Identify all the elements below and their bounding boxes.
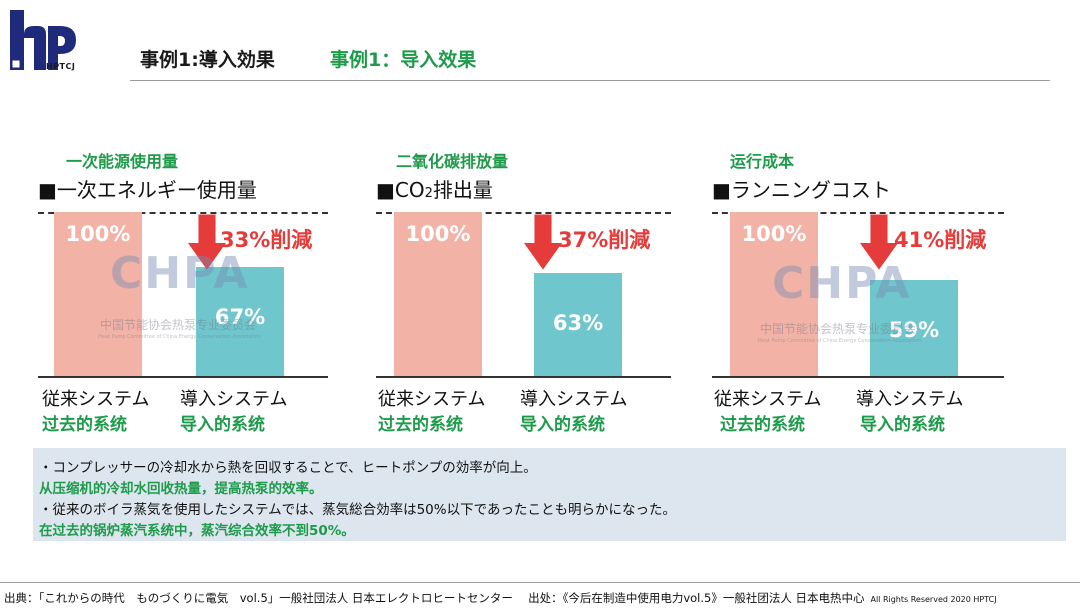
category-label-conventional: 従来システム	[714, 389, 822, 410]
bar-label-conventional: 100%	[405, 222, 471, 246]
category-label-conventional-cn: 过去的系统	[378, 415, 463, 435]
bar-label-introduced: 59%	[888, 318, 940, 343]
category-label-conventional: 従来システム	[378, 389, 486, 410]
reduction-label: 33%削減	[220, 228, 313, 252]
bar-introduced: 59%	[870, 280, 958, 378]
bar-conventional: 100%	[54, 212, 142, 378]
category-label-conventional: 従来システム	[42, 389, 150, 410]
footer-divider	[0, 582, 1080, 583]
chart-area: 100% 59% 41%削減	[712, 212, 1004, 378]
bar-conventional: 100%	[730, 212, 818, 378]
chart-title: ■一次エネルギー使用量	[38, 178, 257, 202]
notes-box: ・コンプレッサーの冷却水から熱を回収することで、ヒートポンプの効率が向上。 从压…	[33, 448, 1066, 541]
category-label-introduced-cn: 导入的系统	[180, 415, 265, 435]
hptcj-logo	[10, 10, 76, 70]
bar-introduced: 67%	[196, 266, 284, 378]
category-label-introduced-cn: 导入的系统	[860, 415, 945, 435]
x-axis-baseline	[712, 376, 1004, 378]
down-arrow-icon	[188, 214, 226, 270]
x-axis-baseline	[38, 376, 328, 378]
footer-source: 出典：「これからの時代 ものづくりに電気 vol.5」一般社団法人 日本エレクト…	[4, 590, 997, 606]
footer-source-text: 出典：「これからの時代 ものづくりに電気 vol.5」一般社団法人 日本エレクト…	[4, 591, 865, 605]
chart-panel-running-cost: 运行成本 ■ランニングコスト 100% 59% 41%削減 CHPA 中国节能协…	[712, 148, 1012, 438]
note-1-jp: ・コンプレッサーの冷却水から熱を回収することで、ヒートポンプの効率が向上。	[39, 460, 537, 476]
x-axis-baseline	[376, 376, 671, 378]
note-2-cn: 在过去的锅炉蒸汽系统中，蒸汽综合效率不到50%。	[39, 523, 355, 539]
title-divider	[130, 80, 1050, 81]
chart-title: ■ランニングコスト	[712, 178, 891, 202]
note-1-cn: 从压缩机的冷却水回收热量，提高热泵的效率。	[39, 481, 323, 497]
bar-label-introduced: 67%	[214, 304, 266, 329]
chart-title-cn: 运行成本	[730, 152, 795, 171]
down-arrow-icon	[860, 214, 898, 270]
chart-area: 100% 63% 37%削減	[376, 212, 671, 378]
bar-introduced: 63%	[534, 273, 622, 378]
category-label-introduced: 導入システム	[856, 389, 964, 410]
chart-title: ■CO2排出量	[376, 174, 493, 203]
page-title-jp: 事例1:導入効果	[140, 49, 275, 71]
chart-title-subscript: 2	[424, 186, 433, 201]
chart-panel-co2-emissions: 二氧化碳排放量 ■CO2排出量 100% 63% 37%削減 従来システム 導入…	[376, 148, 676, 438]
down-arrow-icon	[524, 214, 562, 270]
logo-caption: HPTCJ	[46, 62, 76, 71]
chart-title-prefix: ■CO	[376, 178, 425, 202]
reduction-label: 37%削減	[558, 228, 651, 252]
footer-rights: All Rights Reserved 2020 HPTCJ	[870, 595, 997, 604]
reference-line	[376, 212, 671, 214]
reduction-label: 41%削減	[894, 228, 987, 252]
category-label-introduced: 導入システム	[180, 389, 288, 410]
note-2-jp: ・従来のボイラ蒸気を使用したシステムでは、蒸気総合効率は50%以下であったことも…	[39, 502, 676, 518]
bar-label-conventional: 100%	[65, 222, 131, 246]
chart-title-suffix: 排出量	[432, 178, 493, 202]
reference-line	[38, 212, 328, 214]
chart-area: 100% 67% 33%削減	[38, 212, 328, 378]
category-label-conventional-cn: 过去的系统	[42, 415, 127, 435]
reference-line	[712, 212, 1004, 214]
chart-title-cn: 二氧化碳排放量	[396, 152, 509, 171]
category-label-introduced-cn: 导入的系统	[520, 415, 605, 435]
bar-label-introduced: 63%	[552, 311, 604, 336]
bar-label-conventional: 100%	[741, 222, 807, 246]
chart-panel-primary-energy: 一次能源使用量 ■一次エネルギー使用量 100% 67% 33%削減 CHPA …	[36, 148, 336, 438]
category-label-conventional-cn: 过去的系统	[720, 415, 805, 435]
page-title-cn: 事例1：导入效果	[330, 49, 477, 71]
chart-title-cn: 一次能源使用量	[66, 152, 179, 171]
category-label-introduced: 導入システム	[520, 389, 628, 410]
bar-conventional: 100%	[394, 212, 482, 378]
